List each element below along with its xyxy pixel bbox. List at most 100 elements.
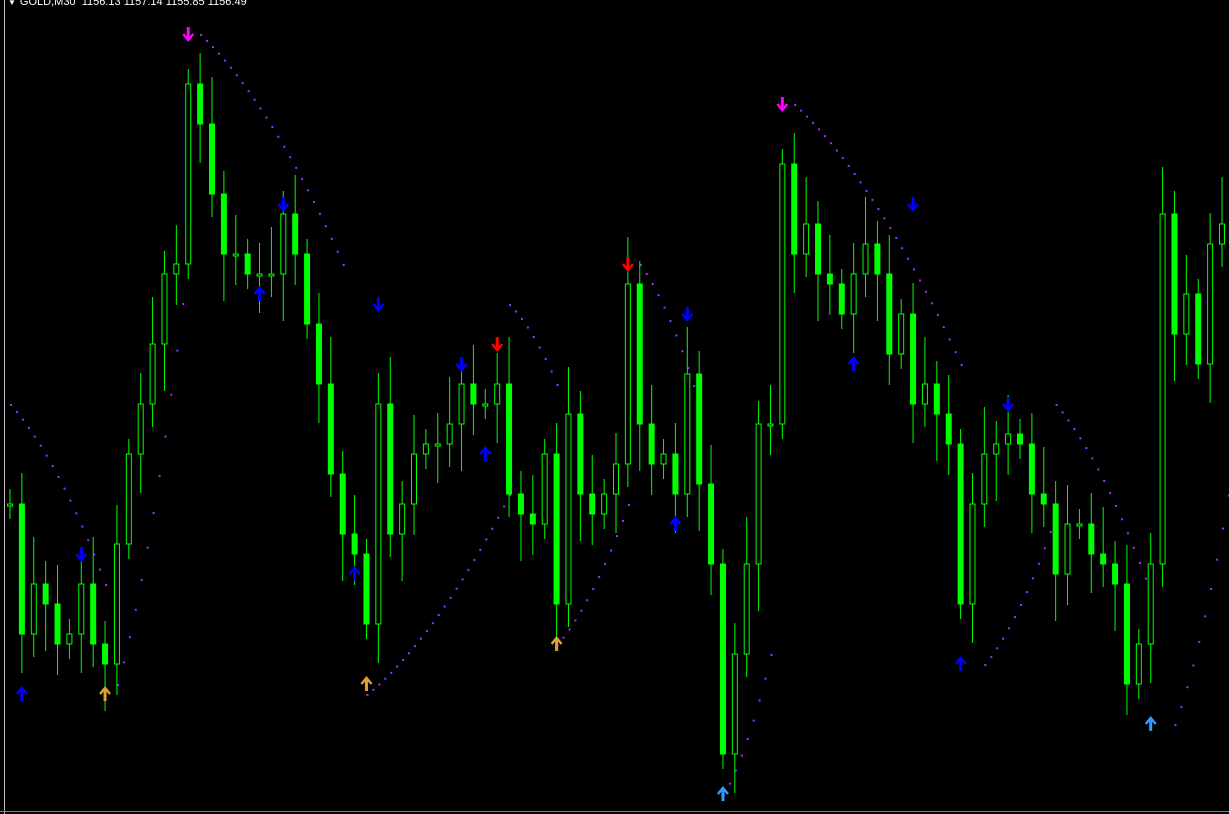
- sar-dot: [919, 279, 921, 282]
- sar-dot: [1037, 562, 1040, 565]
- sar-dot: [675, 334, 678, 337]
- sar-dot: [69, 499, 72, 502]
- arrow-down-icon: [1002, 397, 1015, 412]
- sar-dot: [651, 283, 654, 286]
- sar-dot: [592, 588, 595, 590]
- sar-dot: [158, 474, 161, 477]
- sar-dot: [544, 358, 547, 360]
- sar-dot: [75, 512, 78, 515]
- sar-dot: [425, 630, 428, 633]
- candle-body: [113, 543, 120, 665]
- sar-dot: [907, 257, 910, 260]
- sar-dot: [289, 156, 292, 159]
- sar-dot: [408, 652, 411, 655]
- candle-body: [197, 83, 204, 125]
- sar-dot: [818, 128, 820, 131]
- sar-dot: [877, 208, 880, 210]
- sar-dot: [10, 404, 12, 406]
- sar-dot: [63, 487, 66, 490]
- sar-dot: [663, 306, 666, 309]
- arrow-up-icon: [847, 356, 860, 371]
- sar-dot: [752, 719, 755, 722]
- sar-dot: [443, 605, 446, 608]
- sar-dot: [1079, 437, 1082, 440]
- sar-dot: [378, 683, 381, 686]
- sar-dot: [598, 575, 601, 578]
- sar-dot: [687, 367, 690, 370]
- sar-dot: [764, 677, 767, 680]
- candle-body: [506, 383, 513, 495]
- candle-body: [803, 223, 810, 255]
- sar-dot: [384, 677, 387, 680]
- candle-body: [185, 83, 192, 265]
- sar-dot: [538, 346, 541, 349]
- sar-dot: [15, 411, 18, 414]
- candle-body: [553, 453, 560, 605]
- sar-dot: [639, 264, 642, 266]
- sar-dot: [431, 622, 434, 625]
- sar-dot: [515, 310, 517, 313]
- sar-dot: [366, 694, 369, 696]
- candle-body: [672, 453, 679, 495]
- sar-dot: [770, 654, 773, 656]
- candle-body: [624, 283, 631, 465]
- high-price: 1157.14: [123, 0, 163, 8]
- sar-dot: [812, 121, 815, 124]
- candle-body: [648, 423, 655, 465]
- sar-dot: [449, 596, 452, 599]
- candle-body: [731, 653, 738, 755]
- candle-body: [327, 383, 334, 475]
- candle-body: [1159, 213, 1166, 565]
- candle-body: [315, 323, 322, 385]
- sar-dot: [307, 189, 310, 192]
- arrow-down-icon: [776, 97, 789, 112]
- candle-body: [1135, 643, 1142, 685]
- sar-dot: [669, 320, 672, 322]
- sar-dot: [402, 659, 405, 661]
- candle-body: [1052, 503, 1059, 575]
- candle-body: [850, 273, 857, 315]
- sar-dot: [758, 699, 761, 702]
- candle-body: [1147, 563, 1154, 645]
- sar-dot: [1020, 604, 1022, 606]
- candle-body: [434, 443, 441, 447]
- sar-dot: [835, 149, 838, 152]
- candle-body: [1123, 583, 1130, 685]
- candle-body: [613, 463, 619, 495]
- candle-body: [42, 583, 49, 605]
- sar-dot: [87, 539, 90, 542]
- sar-dot: [170, 393, 173, 396]
- sar-dot: [301, 177, 304, 180]
- sar-dot: [610, 549, 613, 552]
- candle-body: [1040, 493, 1047, 505]
- sar-dot: [491, 527, 494, 530]
- sar-dot: [740, 754, 743, 757]
- sar-dot: [503, 505, 506, 508]
- sar-dot: [1031, 577, 1034, 580]
- candle-body: [209, 123, 215, 195]
- sar-dot: [330, 237, 333, 240]
- candle-body: [874, 243, 881, 275]
- sar-dot: [823, 135, 826, 138]
- sar-dot: [39, 444, 42, 447]
- sar-dot: [164, 435, 167, 438]
- candle-body: [826, 273, 833, 285]
- sar-dot: [467, 568, 470, 571]
- sar-dot: [1091, 457, 1094, 460]
- candle-body: [220, 193, 227, 255]
- candle-body: [767, 423, 774, 427]
- close-price: 1156.49: [207, 0, 247, 8]
- arrow-up-icon: [99, 686, 112, 701]
- sar-dot: [313, 200, 315, 203]
- candle-body: [363, 553, 370, 625]
- open-price: 1156.13: [81, 0, 121, 8]
- candle-body: [18, 503, 25, 635]
- candle-body: [446, 423, 453, 445]
- candle-body: [149, 343, 156, 405]
- sar-dot: [1073, 428, 1076, 431]
- sar-dot: [81, 525, 84, 528]
- candle-body: [7, 503, 13, 507]
- candle-body: [921, 383, 928, 405]
